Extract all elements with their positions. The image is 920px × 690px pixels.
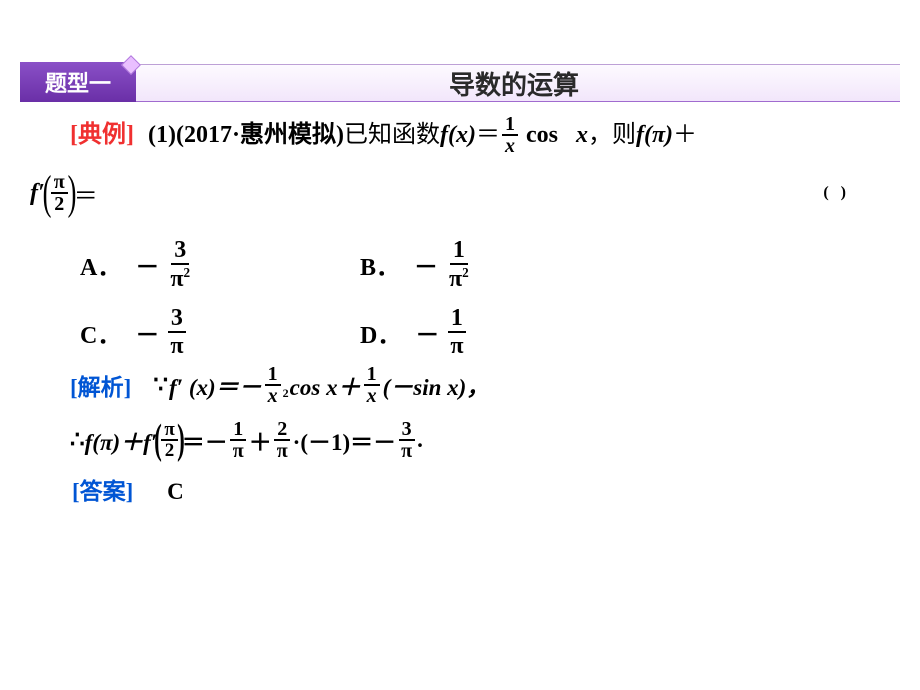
dot-part: ·(－1)＝－ xyxy=(293,423,397,457)
option-letter: B． xyxy=(360,247,400,282)
fprime-x: f′ (x)＝－ xyxy=(169,368,262,402)
frac-den: π xyxy=(167,333,186,358)
left-paren-icon: ( xyxy=(42,169,51,217)
frac-num: 1 xyxy=(450,238,468,265)
frac-num: 1 xyxy=(448,306,466,333)
banner-tag-label: 题型一 xyxy=(20,62,136,102)
x-var: x xyxy=(576,116,588,154)
frac-r1: 1 π xyxy=(230,419,247,461)
frac-den: π xyxy=(230,441,247,461)
known-prefix: 已知函数 xyxy=(344,116,440,154)
option-frac: 1 π xyxy=(447,306,466,358)
frac-1-over-x: 1 x xyxy=(502,114,518,156)
frac-den: π2 xyxy=(446,265,472,291)
frac-pi-2-b: π 2 xyxy=(161,420,177,460)
banner-title: 导数的运算 xyxy=(128,64,900,102)
option-frac: 3 π xyxy=(167,306,186,358)
frac-num: π xyxy=(51,172,68,194)
frac-num: 1 xyxy=(364,364,380,386)
left-paren-icon: ( xyxy=(154,419,162,461)
func-lhs: f(x) xyxy=(440,116,476,154)
eq-neg: ＝－ xyxy=(182,423,228,457)
cos-text: cos xyxy=(526,116,558,154)
frac-den: 2 xyxy=(51,194,67,214)
frac-den: x xyxy=(364,386,380,406)
frac-num: 1 xyxy=(502,114,518,136)
option-row-2: C． － 3 π D． － 1 π xyxy=(80,298,900,366)
solution-line-1: [解析] ∵ f′ (x)＝－ 1 x 2 cos x＋ 1 x (－sin x… xyxy=(20,364,900,406)
t1-tail: cos x＋ xyxy=(290,368,361,402)
fprime-half-pi: f′ ( π 2 ) ＝ xyxy=(30,169,98,217)
frac-num: 3 xyxy=(168,306,186,333)
option-frac: 1 π2 xyxy=(446,238,472,291)
minus-sign: － xyxy=(135,247,159,282)
frac-num: π xyxy=(161,420,177,441)
frac-num: 1 xyxy=(265,364,281,386)
banner-tag: 题型一 xyxy=(20,62,136,102)
right-paren-icon: ) xyxy=(177,419,185,461)
frac-den: x xyxy=(502,136,518,156)
plus-2: ＋ xyxy=(249,423,272,457)
problem-line-1: [典例] (1) (2017·惠州模拟) 已知函数 f(x) ＝ 1 x cos… xyxy=(20,114,900,156)
frac-num: 2 xyxy=(274,419,290,441)
section-banner: 题型一 导数的运算 xyxy=(20,60,900,108)
options-block: A． － 3 π2 B． － 1 π2 C． － 3 xyxy=(20,230,900,366)
problem-index: (1) xyxy=(148,116,176,154)
frac-den: π xyxy=(447,333,466,358)
frac-num: 3 xyxy=(399,419,415,441)
analysis-label: [解析] xyxy=(70,368,131,402)
minus-sign: － xyxy=(414,247,438,282)
option-row-1: A． － 3 π2 B． － 1 π2 xyxy=(80,230,900,298)
frac-num: 1 xyxy=(230,419,246,441)
plus-1: ＋ xyxy=(673,116,697,154)
example-label: [典例] xyxy=(70,116,134,154)
option-letter: C． xyxy=(80,315,121,350)
minus-sign: － xyxy=(415,315,439,350)
frac-num: 3 xyxy=(171,238,189,265)
frac-r3: 3 π xyxy=(398,419,415,461)
option-frac: 3 π2 xyxy=(167,238,193,291)
therefore-symbol: ∴ xyxy=(70,427,85,453)
exp-2: 2 xyxy=(283,386,289,401)
equals-1: ＝ xyxy=(476,116,500,154)
option-letter: D． xyxy=(360,315,401,350)
option-b: B． － 1 π2 xyxy=(360,238,640,291)
frac-pi-2: π 2 xyxy=(51,172,68,214)
lhs-text: f(π)＋f′ xyxy=(85,423,158,457)
minus-sign: － xyxy=(135,315,159,350)
frac-den: π2 xyxy=(167,265,193,291)
answer-value: C xyxy=(167,479,184,504)
t2-tail: (－sin x)， xyxy=(383,368,490,402)
equals-2: ＝ xyxy=(74,176,98,211)
frac-r2: 2 π xyxy=(274,419,291,461)
then-text: 则 xyxy=(612,116,636,154)
tail-dot: . xyxy=(417,427,423,453)
answer-line: [答案] C xyxy=(20,472,900,506)
option-letter: A． xyxy=(80,247,121,282)
frac-den: x xyxy=(265,386,281,406)
answer-blank-paren: ( ) xyxy=(823,184,850,202)
comma: ， xyxy=(588,116,612,154)
solution-line-2: ∴ f(π)＋f′ ( π 2 ) ＝－ 1 π ＋ 2 π ·(－1)＝－ 3… xyxy=(20,410,900,470)
option-c: C． － 3 π xyxy=(80,306,360,358)
option-a: A． － 3 π2 xyxy=(80,238,360,291)
right-paren-icon: ) xyxy=(67,169,76,217)
f-pi: f(π) xyxy=(636,116,673,154)
answer-label: [答案] xyxy=(72,479,133,504)
because-symbol: ∵ xyxy=(153,372,168,398)
problem-source: (2017·惠州模拟) xyxy=(176,116,344,154)
frac-1-x2: 1 x xyxy=(265,364,281,406)
frac-den: π xyxy=(398,441,415,461)
frac-den: π xyxy=(274,441,291,461)
problem-line-2: f′ ( π 2 ) ＝ ( ) xyxy=(20,162,900,224)
option-d: D． － 1 π xyxy=(360,306,640,358)
frac-den: 2 xyxy=(162,441,178,460)
frac-1-x: 1 x xyxy=(364,364,380,406)
